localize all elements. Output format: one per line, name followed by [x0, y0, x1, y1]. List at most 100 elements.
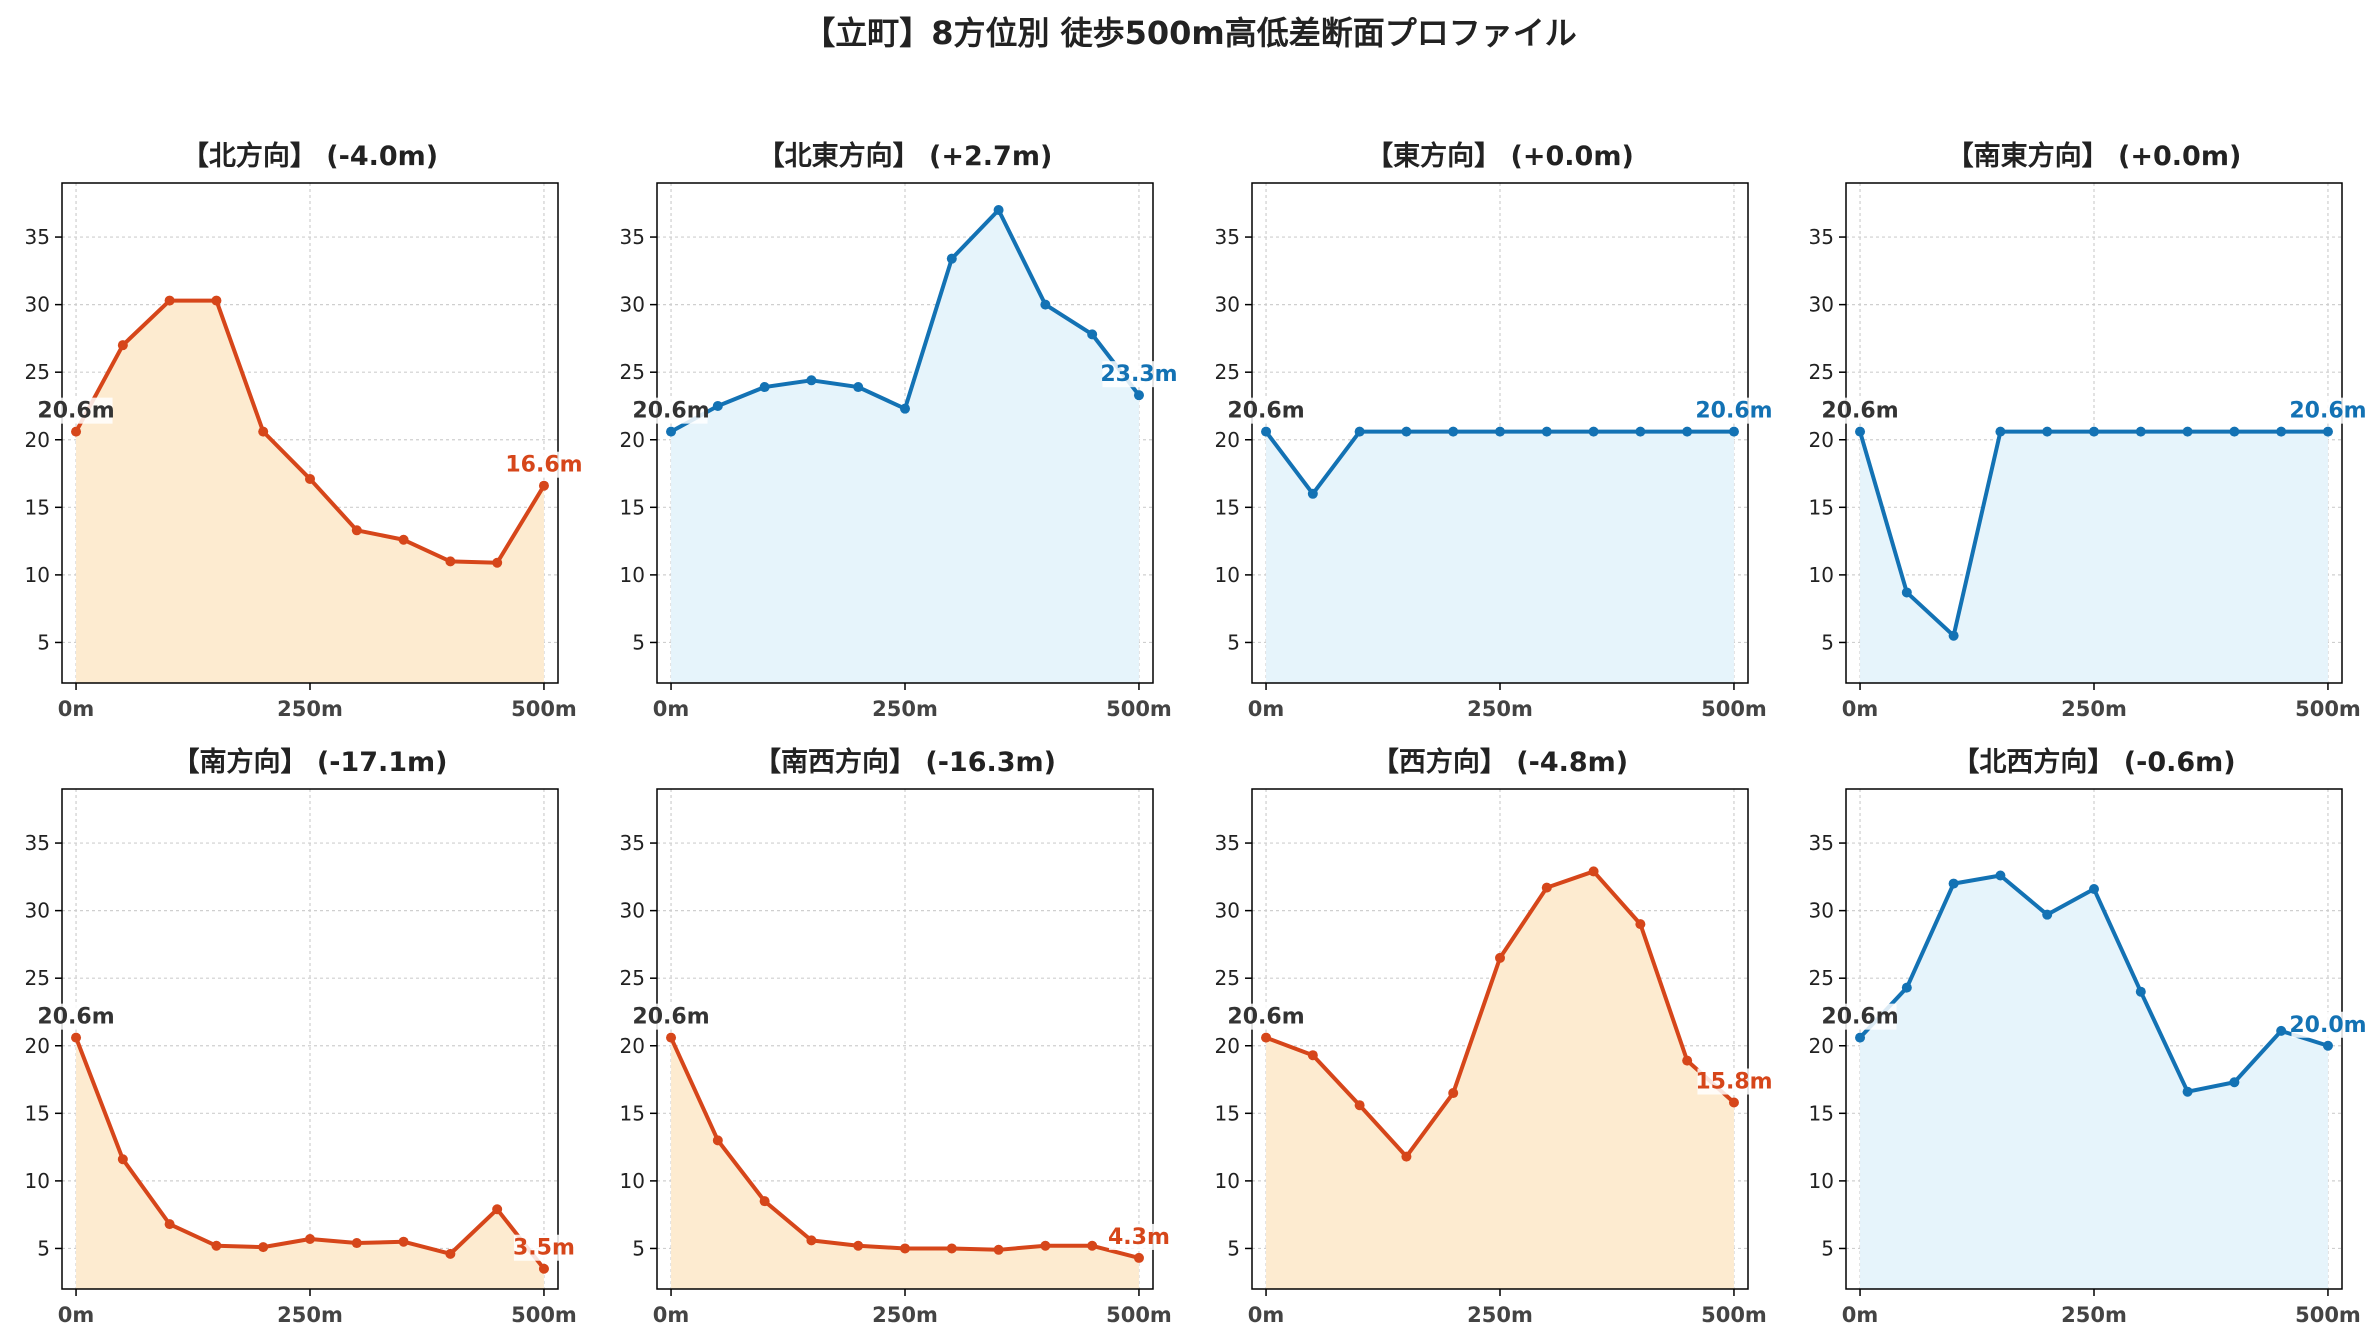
data-point	[2276, 426, 2287, 437]
y-tick-label: 35	[620, 225, 645, 249]
data-point	[492, 557, 503, 568]
start-label-bg	[39, 397, 113, 424]
data-point	[853, 382, 864, 393]
start-label-bg	[39, 1003, 113, 1030]
end-label: 20.0m	[2289, 1013, 2366, 1038]
y-tick-label: 15	[620, 1101, 645, 1125]
start-label: 20.6m	[1227, 1005, 1304, 1030]
data-point	[993, 1244, 1004, 1255]
y-tick-label: 35	[25, 831, 50, 855]
data-point	[71, 1032, 82, 1043]
y-tick-label: 20	[1215, 1034, 1240, 1058]
subplot-title: 【東方向】 (+0.0m)	[1366, 140, 1634, 172]
x-tick-label: 500m	[511, 1303, 577, 1327]
subplot: 【北東方向】 (+2.7m) 0m 250m 500m 5 10 15 20 25 30 35 20.…	[620, 140, 1178, 721]
data-point	[351, 525, 362, 536]
end-label: 23.3m	[1100, 362, 1177, 387]
data-point	[398, 534, 409, 545]
data-point	[853, 1240, 864, 1251]
start-label: 20.6m	[37, 1005, 114, 1030]
data-point	[1995, 426, 2006, 437]
y-tick-label: 15	[1809, 1101, 1834, 1125]
data-point	[1354, 1100, 1365, 1111]
subplot: 【西方向】 (-4.8m) 0m 250m 500m 5 10 15 20 25 30 35 20.6…	[1215, 746, 1773, 1327]
data-point	[1133, 390, 1144, 401]
data-point	[2042, 909, 2053, 920]
end-label: 20.6m	[2289, 399, 2366, 424]
y-tick-label: 35	[1215, 831, 1240, 855]
subplot-title: 【北方向】 (-4.0m)	[182, 140, 438, 172]
data-point	[2276, 1025, 2287, 1036]
end-label: 4.3m	[1108, 1225, 1170, 1250]
area-fill	[76, 300, 544, 683]
y-tick-label: 30	[1215, 293, 1240, 317]
data-point	[1040, 299, 1051, 310]
y-tick-label: 20	[25, 1034, 50, 1058]
data-point	[351, 1238, 362, 1249]
end-label: 15.8m	[1695, 1070, 1772, 1095]
subplot-title: 【南東方向】 (+0.0m)	[1947, 140, 2242, 172]
x-tick-label: 250m	[277, 1303, 343, 1327]
subplot-title: 【南西方向】 (-16.3m)	[754, 746, 1056, 778]
subplot-title: 【北東方向】 (+2.7m)	[758, 140, 1053, 172]
data-point	[1995, 870, 2006, 881]
area-fill	[1860, 431, 2328, 683]
data-point	[492, 1204, 503, 1215]
y-tick-label: 5	[37, 1236, 50, 1260]
subplot: 【南東方向】 (+0.0m) 0m 250m 500m 5 10 15 20 25 30 35 20.…	[1809, 140, 2367, 721]
y-tick-label: 20	[1215, 428, 1240, 452]
start-label: 20.6m	[37, 399, 114, 424]
data-point	[806, 1235, 817, 1246]
x-tick-label: 0m	[1842, 1303, 1879, 1327]
y-tick-label: 25	[1809, 966, 1834, 990]
data-point	[1307, 488, 1318, 499]
y-tick-label: 15	[1215, 1101, 1240, 1125]
data-point	[445, 1248, 456, 1259]
start-label: 20.6m	[1821, 399, 1898, 424]
data-point	[1728, 1097, 1739, 1108]
x-tick-label: 500m	[2295, 697, 2361, 721]
data-point	[398, 1236, 409, 1247]
y-tick-label: 5	[1227, 1236, 1240, 1260]
data-point	[993, 205, 1004, 216]
data-point	[2135, 426, 2146, 437]
data-point	[1401, 1151, 1412, 1162]
subplot-title: 【北西方向】 (-0.6m)	[1952, 746, 2235, 778]
data-point	[1948, 630, 1959, 641]
y-tick-label: 20	[1809, 1034, 1834, 1058]
y-tick-label: 10	[1809, 563, 1834, 587]
y-tick-label: 20	[620, 428, 645, 452]
data-point	[712, 1135, 723, 1146]
y-tick-label: 25	[620, 966, 645, 990]
y-tick-label: 15	[1215, 495, 1240, 519]
data-point	[211, 295, 222, 306]
y-tick-label: 25	[25, 966, 50, 990]
data-point	[258, 1242, 269, 1253]
subplot: 【北西方向】 (-0.6m) 0m 250m 500m 5 10 15 20 25 30 35 20.…	[1809, 746, 2367, 1327]
data-point	[1261, 1032, 1272, 1043]
subplot-title: 【西方向】 (-4.8m)	[1372, 746, 1628, 778]
subplot-title: 【南方向】 (-17.1m)	[172, 746, 447, 778]
end-label-bg	[1697, 397, 1771, 424]
data-point	[666, 1032, 677, 1043]
data-point	[806, 375, 817, 386]
data-point	[2229, 1077, 2240, 1088]
y-tick-label: 35	[1809, 225, 1834, 249]
y-tick-label: 5	[1227, 630, 1240, 654]
x-tick-label: 0m	[1248, 1303, 1285, 1327]
y-tick-label: 25	[1215, 360, 1240, 384]
start-label-bg	[634, 397, 708, 424]
area-fill	[1266, 431, 1734, 683]
y-tick-label: 15	[25, 495, 50, 519]
y-tick-label: 20	[620, 1034, 645, 1058]
x-tick-label: 500m	[1701, 1303, 1767, 1327]
data-point	[164, 1219, 175, 1230]
y-tick-label: 20	[1809, 428, 1834, 452]
data-point	[2135, 986, 2146, 997]
data-point	[1307, 1050, 1318, 1061]
data-point	[1635, 919, 1646, 930]
data-point	[1133, 1252, 1144, 1263]
start-label: 20.6m	[1227, 399, 1304, 424]
end-label-bg	[1102, 361, 1176, 388]
